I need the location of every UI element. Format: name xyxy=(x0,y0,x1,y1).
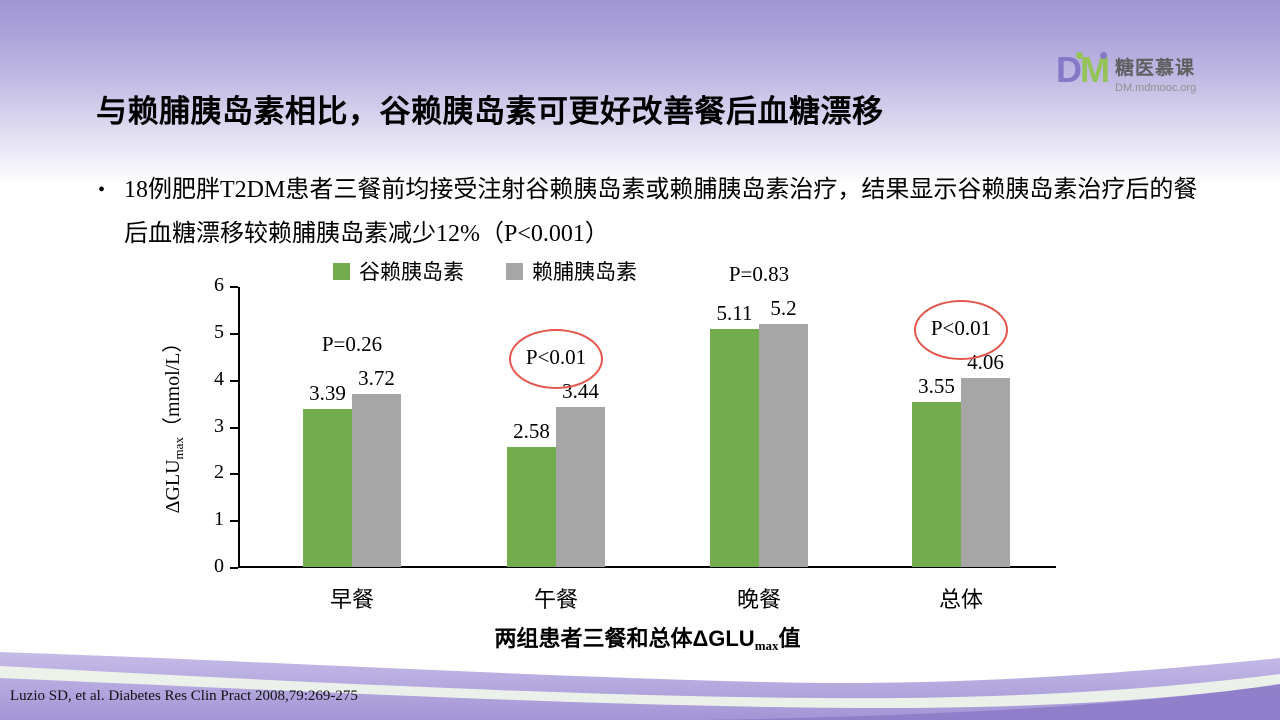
y-axis-title-text: ΔGLU xyxy=(162,459,184,514)
logo-url: DM.mdmooc.org xyxy=(1115,82,1197,94)
y-tick-mark xyxy=(230,332,238,335)
y-tick-mark xyxy=(230,286,238,288)
y-tick-mark xyxy=(230,426,238,429)
wave-dark-corner xyxy=(700,682,1280,720)
category-label-早餐: 早餐 xyxy=(329,587,374,612)
legend-swatch-icon xyxy=(506,262,523,280)
bar-谷赖胰岛素-早餐 xyxy=(303,409,352,567)
y-tick-label: 1 xyxy=(214,508,224,531)
value-label-谷赖胰岛素-晚餐: 5.11 xyxy=(716,300,753,325)
y-tick-mark xyxy=(230,567,238,569)
bar-谷赖胰岛素-总体 xyxy=(912,401,961,567)
value-label-赖脯胰岛素-晚餐: 5.2 xyxy=(770,296,797,321)
page-title: 与赖脯胰岛素相比，谷赖胰岛素可更好改善餐后血糖漂移 xyxy=(96,94,884,129)
y-axis-title-unit: （mmol/L） xyxy=(162,332,184,438)
bullet-text: 18例肥胖T2DM患者三餐前均接受注射谷赖胰岛素或赖脯胰岛素治疗，结果显示谷赖胰… xyxy=(124,177,1198,247)
bullet-marker: • xyxy=(98,179,106,201)
bar-谷赖胰岛素-午餐 xyxy=(507,447,556,567)
legend-swatch-icon xyxy=(333,262,350,280)
logo-text: 糖医慕课 DM.mdmooc.org xyxy=(1115,53,1196,94)
chart-caption-text: 两组患者三餐和总体ΔGLU xyxy=(494,626,755,651)
x-axis-line xyxy=(238,566,1056,568)
value-label-谷赖胰岛素-总体: 3.55 xyxy=(918,373,955,398)
p-value-circle-午餐 xyxy=(509,328,603,389)
y-tick-label: 3 xyxy=(214,414,224,437)
bar-赖脯胰岛素-午餐 xyxy=(556,406,605,567)
brand-logo: DM 糖医慕课 DM.mdmooc.org xyxy=(1056,50,1196,95)
value-label-谷赖胰岛素-早餐: 3.39 xyxy=(309,381,346,406)
y-tick-label: 6 xyxy=(214,274,224,296)
bar-赖脯胰岛素-晚餐 xyxy=(759,324,808,567)
logo-purple-dot-icon xyxy=(1100,52,1107,59)
chart-legend: 谷赖胰岛素 赖脯胰岛素 xyxy=(333,256,637,286)
value-label-谷赖胰岛素-午餐: 2.58 xyxy=(513,419,550,444)
chart-caption-suffix: 值 xyxy=(778,626,801,651)
y-tick-label: 4 xyxy=(214,367,224,390)
y-axis-title-subscript: max xyxy=(171,437,186,460)
value-label-赖脯胰岛素-早餐: 3.72 xyxy=(358,365,395,390)
top-gradient-band xyxy=(0,0,1280,185)
y-tick-mark xyxy=(230,520,238,523)
legend-label: 谷赖胰岛素 xyxy=(359,260,464,284)
category-label-午餐: 午餐 xyxy=(533,587,578,612)
logo-brand-name: 糖医慕课 xyxy=(1115,58,1196,79)
bottom-wave-decoration xyxy=(0,652,1280,720)
wave-light-stripe xyxy=(0,666,1280,708)
bar-赖脯胰岛素-早餐 xyxy=(352,393,401,567)
y-tick-mark xyxy=(230,473,238,476)
category-label-总体: 总体 xyxy=(938,587,983,612)
chart-caption: 两组患者三餐和总体ΔGLUmax值 xyxy=(240,621,1055,654)
bullet-paragraph: • 18例肥胖T2DM患者三餐前均接受注射谷赖胰岛素或赖脯胰岛素治疗，结果显示谷… xyxy=(98,168,1206,256)
category-label-晚餐: 晚餐 xyxy=(736,587,781,612)
dm-logo-icon: DM xyxy=(1056,50,1110,90)
chart-caption-subscript: max xyxy=(754,638,779,653)
p-value-label-晚餐: P=0.83 xyxy=(728,262,790,287)
y-axis-line xyxy=(238,287,240,568)
y-tick-label: 5 xyxy=(214,320,224,343)
y-tick-mark xyxy=(230,379,238,382)
p-value-circle-总体 xyxy=(914,299,1008,360)
legend-label: 赖脯胰岛素 xyxy=(532,260,637,284)
logo-green-dot-icon xyxy=(1076,52,1083,59)
citation-text: Luzio SD, et al. Diabetes Res Clin Pract… xyxy=(10,688,358,704)
y-tick-label: 0 xyxy=(214,555,224,577)
y-axis-title: ΔGLUmax（mmol/L） xyxy=(156,273,186,573)
bar-赖脯胰岛素-总体 xyxy=(961,377,1010,567)
y-tick-label: 2 xyxy=(214,461,224,484)
legend-item: 赖脯胰岛素 xyxy=(506,256,637,286)
legend-item: 谷赖胰岛素 xyxy=(333,256,464,286)
bar-谷赖胰岛素-晚餐 xyxy=(710,328,759,567)
p-value-label-早餐: P=0.26 xyxy=(321,331,383,356)
